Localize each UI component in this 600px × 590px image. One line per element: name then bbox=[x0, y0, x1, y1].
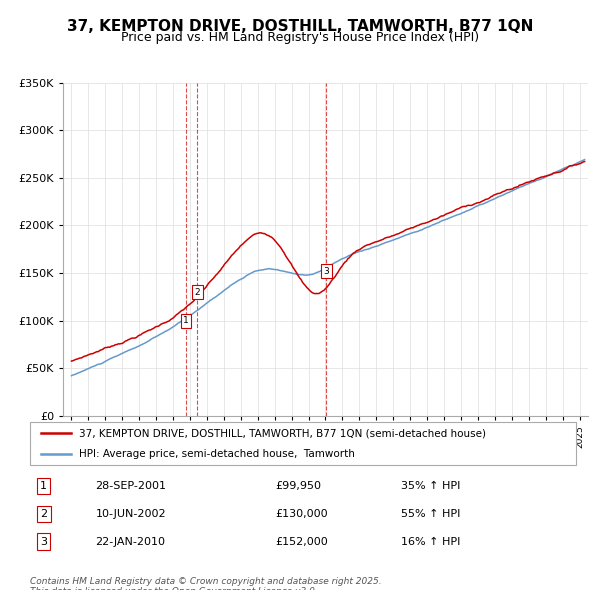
Text: 37, KEMPTON DRIVE, DOSTHILL, TAMWORTH, B77 1QN: 37, KEMPTON DRIVE, DOSTHILL, TAMWORTH, B… bbox=[67, 19, 533, 34]
Text: 28-SEP-2001: 28-SEP-2001 bbox=[95, 481, 167, 491]
Text: £152,000: £152,000 bbox=[276, 537, 328, 547]
Text: Price paid vs. HM Land Registry's House Price Index (HPI): Price paid vs. HM Land Registry's House … bbox=[121, 31, 479, 44]
Text: 16% ↑ HPI: 16% ↑ HPI bbox=[401, 537, 461, 547]
Text: 37, KEMPTON DRIVE, DOSTHILL, TAMWORTH, B77 1QN (semi-detached house): 37, KEMPTON DRIVE, DOSTHILL, TAMWORTH, B… bbox=[79, 428, 486, 438]
Text: 3: 3 bbox=[323, 267, 329, 276]
Text: 22-JAN-2010: 22-JAN-2010 bbox=[95, 537, 166, 547]
Text: 35% ↑ HPI: 35% ↑ HPI bbox=[401, 481, 461, 491]
Text: 55% ↑ HPI: 55% ↑ HPI bbox=[401, 509, 461, 519]
Text: HPI: Average price, semi-detached house,  Tamworth: HPI: Average price, semi-detached house,… bbox=[79, 449, 355, 459]
Text: 3: 3 bbox=[40, 537, 47, 547]
Text: 10-JUN-2002: 10-JUN-2002 bbox=[95, 509, 166, 519]
Text: 1: 1 bbox=[183, 316, 188, 325]
Text: £99,950: £99,950 bbox=[276, 481, 322, 491]
Text: 2: 2 bbox=[194, 288, 200, 297]
FancyBboxPatch shape bbox=[30, 422, 576, 465]
Text: 2: 2 bbox=[40, 509, 47, 519]
Text: 1: 1 bbox=[40, 481, 47, 491]
Text: £130,000: £130,000 bbox=[276, 509, 328, 519]
Text: Contains HM Land Registry data © Crown copyright and database right 2025.
This d: Contains HM Land Registry data © Crown c… bbox=[30, 577, 382, 590]
